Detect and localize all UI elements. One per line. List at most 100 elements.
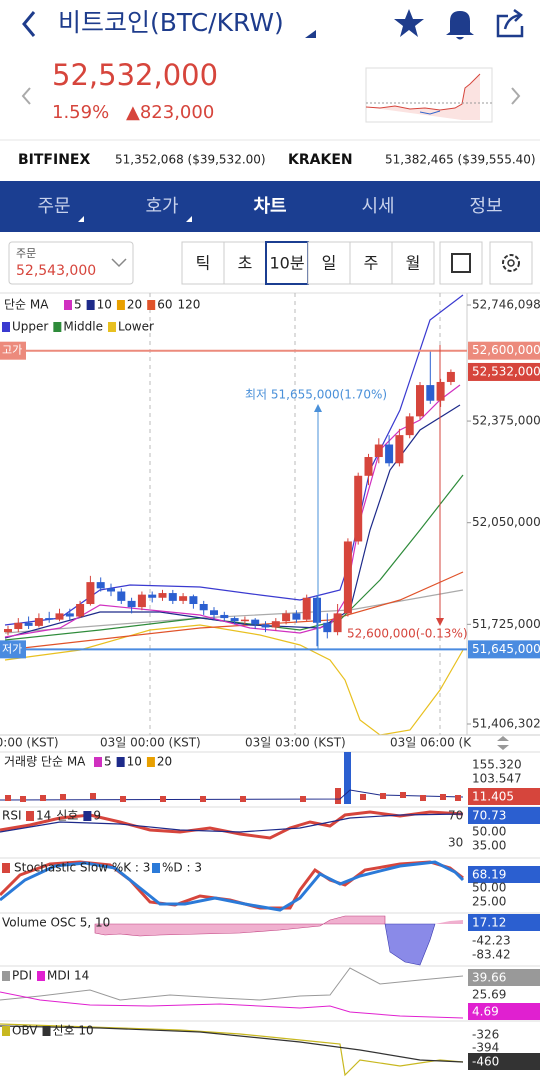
settings-button[interactable]: [489, 241, 533, 285]
candle-body: [354, 475, 363, 542]
candle-body: [189, 596, 198, 605]
candle-body: [34, 618, 43, 626]
tab[interactable]: 호가: [145, 196, 178, 217]
candle-body: [107, 588, 115, 592]
exchange-name: KRAKEN: [288, 152, 353, 168]
legend-swatch: [42, 1026, 51, 1036]
axis-label: 50.00: [472, 825, 506, 839]
tab[interactable]: 주문: [37, 196, 70, 217]
interval-button[interactable]: [391, 241, 435, 285]
low-arrow-head: [314, 404, 322, 412]
candle-body: [127, 600, 136, 608]
candle-body: [76, 604, 85, 617]
tab[interactable]: 차트: [253, 196, 286, 217]
stoch-d: [0, 860, 465, 912]
candle-body: [24, 622, 33, 626]
candle-body: [395, 435, 404, 464]
candle-body: [158, 593, 167, 598]
legend-swatch: [53, 322, 62, 332]
tab-bar: [0, 181, 540, 232]
legend-label: 20: [157, 755, 172, 769]
tab[interactable]: 시세: [361, 196, 394, 217]
axis-label: 30: [448, 836, 463, 850]
interval-label: 틱: [196, 254, 211, 273]
pdi-line: [0, 967, 464, 1001]
last-label: 52,532,000: [472, 364, 540, 378]
tab[interactable]: 정보: [469, 196, 502, 217]
low-label: 51,645,000: [472, 642, 540, 656]
high-note: 52,600,000(-0.13%): [347, 627, 468, 641]
legend-swatch: [2, 863, 10, 873]
interval-label: 10분: [269, 254, 304, 273]
axis-label: -42.23: [472, 934, 511, 948]
exchange-name: BITFINEX: [18, 152, 90, 168]
resize-handle[interactable]: [497, 736, 509, 750]
layout-button[interactable]: [439, 241, 483, 285]
candle-body: [4, 629, 12, 633]
prev-button[interactable]: [21, 87, 31, 105]
candle-body: [323, 622, 332, 633]
legend: 단순 MA: [4, 298, 49, 312]
interval-button[interactable]: [181, 241, 225, 285]
intervals: 틱 초 10분 일 주 월: [181, 241, 435, 285]
tag-box: [0, 640, 26, 659]
last-value: 68.19: [472, 868, 506, 882]
rsi-legend: RSI: [2, 809, 22, 823]
legend-label: %D : 3: [162, 861, 202, 875]
time-label: 00:00 (KST): [0, 736, 59, 750]
candle-body: [261, 624, 270, 628]
legend-label: 신호: [56, 809, 78, 823]
candle-body: [65, 613, 74, 617]
interval-button[interactable]: [223, 241, 267, 285]
vosc-legend: Volume OSC 5, 10: [2, 916, 110, 930]
share-icon[interactable]: [496, 8, 524, 38]
tab-indicator: [186, 216, 192, 222]
legend-label: 신호 10: [53, 1024, 94, 1038]
legend-label: OBV: [12, 1024, 38, 1038]
next-button[interactable]: [511, 87, 521, 105]
y-tick-label: 52,050,000: [472, 515, 540, 529]
legend-label: Middle: [63, 320, 103, 334]
axis-label: 25.00: [472, 895, 506, 909]
axis-label: 50.00: [472, 881, 506, 895]
candle-body: [220, 614, 229, 619]
candle-body: [364, 457, 373, 476]
candle-body: [292, 613, 301, 620]
interval-button[interactable]: [265, 241, 309, 285]
candle-body: [240, 619, 249, 622]
value-box: [468, 1003, 540, 1020]
axis-label: 70: [448, 809, 463, 823]
time-label: 03일 06:00 (K: [390, 736, 472, 750]
obv-signal: [0, 1025, 464, 1063]
high-tag: 고가: [2, 344, 22, 357]
volume-legend: 거래량 단순 MA: [4, 755, 86, 769]
time-label: 03일 03:00 (KST): [245, 736, 346, 750]
legend-swatch: [146, 757, 155, 767]
legend-swatch: [147, 300, 156, 310]
interval-button[interactable]: [307, 241, 351, 285]
title-dropdown[interactable]: [305, 30, 316, 38]
low-note: 최저 51,655,000(1.70%): [245, 388, 387, 402]
legend-label: MDI 14: [47, 969, 89, 983]
candle-body: [168, 593, 177, 601]
value-box: [468, 807, 540, 824]
alarm-icon[interactable]: [446, 11, 474, 40]
legend-swatch: [107, 322, 116, 332]
legend-label: 5: [74, 298, 82, 312]
candle-body: [313, 597, 321, 623]
back-button[interactable]: [22, 11, 36, 37]
legend: Upper Middle Lower: [2, 320, 154, 334]
value-box: [468, 1053, 540, 1070]
last-value: 39.66: [472, 971, 506, 985]
legend-swatch: [94, 757, 102, 767]
order-dropdown[interactable]: [111, 258, 127, 268]
mini-chart: [365, 67, 493, 123]
change-rate: 1.59%: [52, 102, 109, 123]
axis-label: 155.320: [472, 758, 522, 772]
legend-label: 20: [127, 298, 142, 312]
favorite-icon[interactable]: [394, 9, 424, 37]
candle-body: [117, 591, 126, 601]
candle-body: [436, 381, 445, 401]
order-box[interactable]: [8, 241, 134, 285]
